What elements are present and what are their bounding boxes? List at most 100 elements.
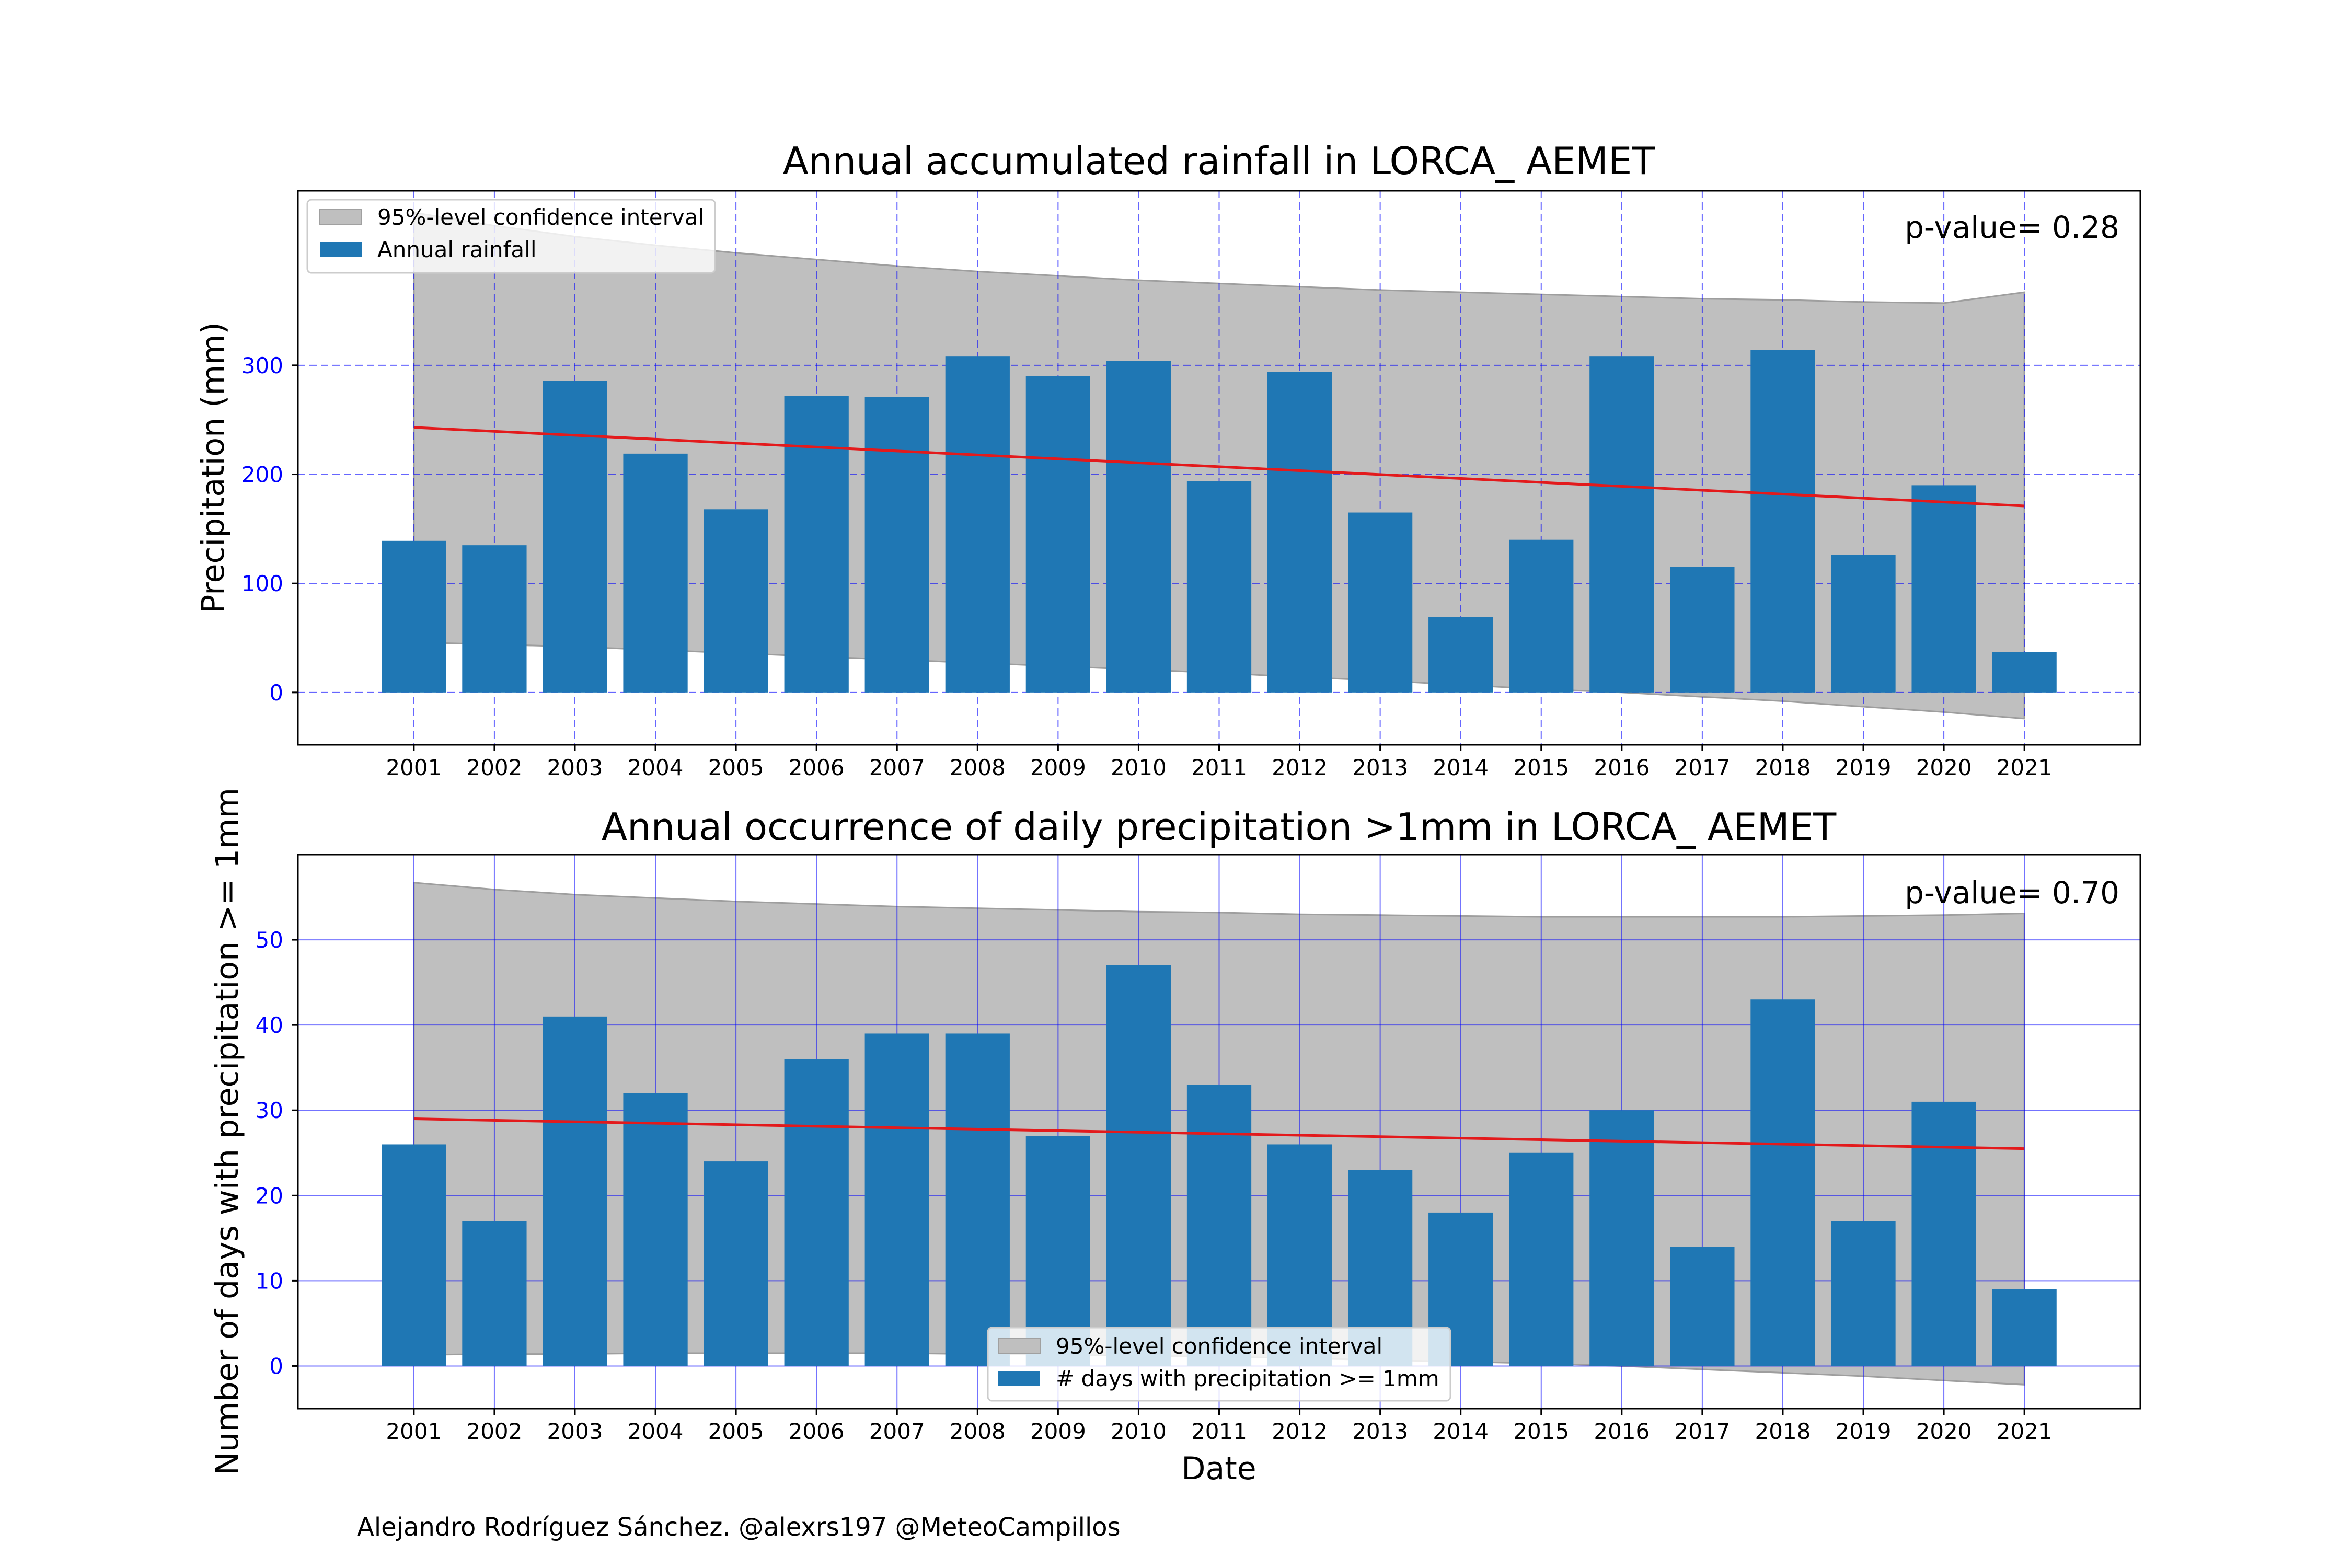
legend-label-bars: Annual rainfall <box>377 237 537 262</box>
bar <box>1509 1152 1574 1366</box>
legend-box <box>306 199 716 274</box>
bar <box>623 453 688 693</box>
y-tick-label: 40 <box>256 1012 283 1038</box>
x-tick-label: 2010 <box>1111 1419 1167 1444</box>
legend-swatch-confidence <box>998 1338 1041 1354</box>
x-axis-label: Date <box>1181 1450 1256 1487</box>
y-tick-label: 0 <box>269 680 283 706</box>
p-value-annotation: p-value= 0.70 <box>1905 875 2119 910</box>
legend: 95%-level confidence interval # days wit… <box>987 1327 1451 1402</box>
y-ticks: 0 100 200 300 <box>241 353 298 706</box>
x-ticks: 2001 2002 2003 2004 2005 2006 2007 2008 2009 2010… <box>386 1409 2053 1444</box>
x-tick-label: 2014 <box>1433 1419 1489 1444</box>
bar <box>1348 512 1413 693</box>
legend-box <box>987 1327 1451 1402</box>
bars <box>382 350 2057 693</box>
bar <box>945 1033 1010 1366</box>
bar <box>864 1033 929 1366</box>
bars <box>382 965 2057 1366</box>
bar <box>1670 567 1735 693</box>
x-tick-label: 2014 <box>1433 755 1489 780</box>
x-tick-label: 2012 <box>1272 755 1328 780</box>
bar <box>945 356 1010 693</box>
bar <box>704 509 768 693</box>
bar <box>1267 372 1332 693</box>
bar <box>1750 350 1815 693</box>
y-tick-label: 200 <box>241 462 283 488</box>
legend-swatch-confidence <box>319 209 362 225</box>
x-tick-label: 2002 <box>466 1419 522 1444</box>
bar <box>784 1059 849 1366</box>
x-tick-label: 2001 <box>386 755 442 780</box>
x-tick-label: 2009 <box>1030 755 1086 780</box>
rainfall-chart-panel: 2001 2002 2003 2004 2005 2006 2007 2008 2009 2010… <box>195 139 2141 780</box>
bar <box>1025 376 1090 693</box>
bar <box>462 545 527 693</box>
bar <box>1670 1247 1735 1366</box>
bar <box>1589 1110 1654 1366</box>
x-tick-label: 2004 <box>628 755 684 780</box>
bar <box>382 540 446 693</box>
x-tick-label: 2021 <box>1997 1419 2053 1444</box>
legend: 95%-level confidence interval Annual rai… <box>306 199 716 274</box>
x-tick-label: 2003 <box>547 755 603 780</box>
y-tick-label: 300 <box>241 353 283 378</box>
x-tick-label: 2005 <box>708 1419 764 1444</box>
x-tick-label: 2004 <box>628 1419 684 1444</box>
bar <box>1589 356 1654 693</box>
bar <box>1428 617 1493 693</box>
bar <box>1911 1101 1976 1366</box>
x-tick-label: 2012 <box>1272 1419 1328 1444</box>
trend-line <box>413 1117 2025 1150</box>
y-ticks: 0 10 20 30 40 50 <box>256 927 298 1379</box>
y-tick-label: 10 <box>256 1268 283 1294</box>
bar <box>1911 485 1976 693</box>
trend-line <box>413 1117 2025 1150</box>
x-tick-label: 2007 <box>869 755 925 780</box>
x-tick-label: 2020 <box>1916 1419 1972 1444</box>
y-axis-label: Precipitation (mm) <box>195 322 232 614</box>
bar <box>543 1016 607 1366</box>
bar <box>462 1221 527 1366</box>
legend-label-confidence: 95%-level confidence interval <box>1056 1333 1382 1359</box>
y-tick-label: 30 <box>256 1098 283 1123</box>
x-tick-label: 2016 <box>1594 1419 1650 1444</box>
bar <box>382 1144 446 1366</box>
x-tick-label: 2013 <box>1352 1419 1408 1444</box>
bar <box>623 1093 688 1366</box>
legend-swatch-bars <box>998 1371 1040 1386</box>
y-tick-label: 50 <box>256 927 283 953</box>
chart-title: Annual occurrence of daily precipitation… <box>602 805 1837 849</box>
x-tick-label: 2005 <box>708 755 764 780</box>
bar <box>1831 555 1896 693</box>
bar <box>1106 965 1171 1366</box>
y-tick-label: 20 <box>256 1183 283 1208</box>
bar <box>1106 361 1171 693</box>
bar <box>704 1161 768 1366</box>
x-tick-label: 2018 <box>1755 755 1811 780</box>
x-tick-label: 2020 <box>1916 755 1972 780</box>
legend-label-bars: # days with precipitation >= 1mm <box>1056 1366 1439 1391</box>
x-tick-label: 2015 <box>1513 755 1569 780</box>
x-tick-label: 2008 <box>950 755 1006 780</box>
x-ticks: 2001 2002 2003 2004 2005 2006 2007 2008 2009 2010… <box>386 745 2053 780</box>
x-tick-label: 2006 <box>789 755 845 780</box>
legend-label-confidence: 95%-level confidence interval <box>377 204 704 230</box>
bar <box>1831 1221 1896 1366</box>
x-tick-label: 2006 <box>789 1419 845 1444</box>
chart-title: Annual accumulated rainfall in LORCA_ AE… <box>783 139 1656 183</box>
bar <box>1186 1085 1252 1366</box>
rain-days-chart-panel: 2001 2002 2003 2004 2005 2006 2007 2008 2009 2010… <box>209 788 2141 1487</box>
x-tick-label: 2019 <box>1836 1419 1892 1444</box>
y-axis-label: Number of days with precipitation >= 1mm <box>209 788 246 1475</box>
x-tick-label: 2011 <box>1191 755 1247 780</box>
x-tick-label: 2008 <box>950 1419 1006 1444</box>
y-tick-label: 0 <box>269 1353 283 1379</box>
p-value-annotation: p-value= 0.28 <box>1905 210 2119 245</box>
x-tick-label: 2018 <box>1755 1419 1811 1444</box>
trend-line <box>413 426 2025 508</box>
x-tick-label: 2016 <box>1594 755 1650 780</box>
bar <box>1186 481 1252 693</box>
x-tick-label: 2003 <box>547 1419 603 1444</box>
x-tick-label: 2015 <box>1513 1419 1569 1444</box>
